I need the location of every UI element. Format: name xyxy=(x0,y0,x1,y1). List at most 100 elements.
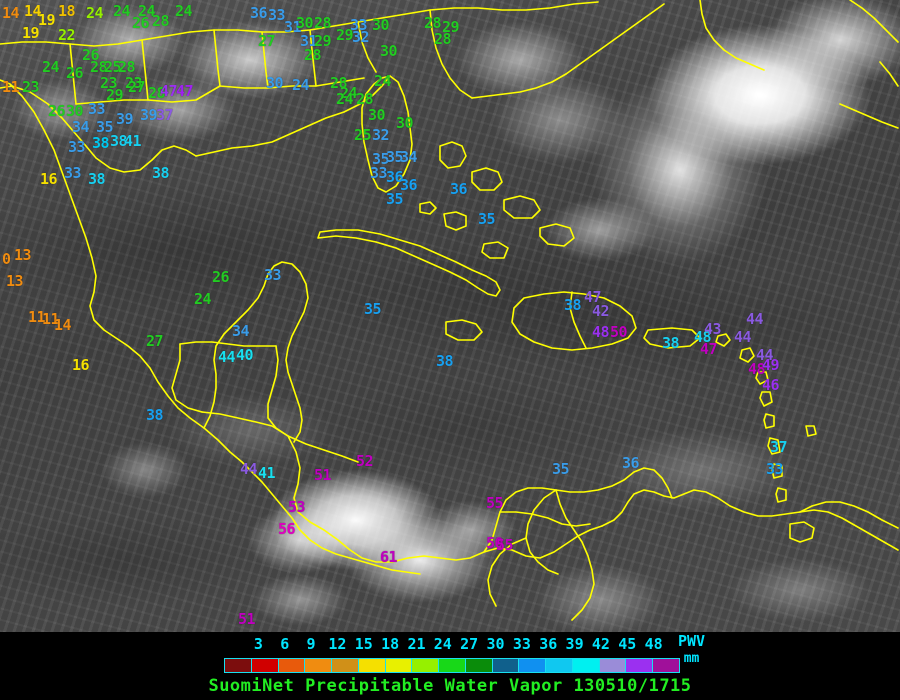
station-pwv-value: 28 xyxy=(90,58,108,76)
station-pwv-value: 33 xyxy=(370,164,388,182)
coastline-overlay xyxy=(0,0,899,621)
station-pwv-value: 24 xyxy=(42,58,60,76)
station-pwv-value: 24 xyxy=(336,90,354,108)
station-pwv-value: 36 xyxy=(400,176,418,194)
station-pwv-value: 34 xyxy=(400,148,418,166)
station-pwv-value: 27 xyxy=(128,78,146,96)
colorbar-segment-14 xyxy=(599,659,627,672)
station-pwv-value: 23 xyxy=(125,74,143,92)
station-pwv-value: 38 xyxy=(88,170,106,188)
station-pwv-value: 56 xyxy=(278,520,296,538)
colorbar-tick-21: 21 xyxy=(407,635,426,653)
station-pwv-value: 38 xyxy=(92,134,110,152)
colorbar-tick-48: 48 xyxy=(644,635,663,653)
colorbar-segment-10 xyxy=(492,659,520,672)
station-pwv-value: 48 xyxy=(694,328,712,346)
station-pwv-value: 31 xyxy=(300,32,318,50)
satellite-texture-overlay xyxy=(0,0,900,632)
station-pwv-value: 38 xyxy=(436,352,454,370)
station-pwv-value: 14 xyxy=(2,4,20,22)
station-pwv-value: 41 xyxy=(124,132,142,150)
colorbar-segment-8 xyxy=(439,659,466,672)
station-pwv-value: 50 xyxy=(486,534,504,552)
station-pwv-value: 13 xyxy=(6,272,24,290)
satellite-image-panel[interactable]: 14 14 19 19 22 18 24 24 24 26 28 24 26 24 26 28 25 28 23 23… xyxy=(0,0,900,632)
station-pwv-value: 11 xyxy=(28,308,46,326)
colorbar-segment-12 xyxy=(546,659,573,672)
station-pwv-value: 28 xyxy=(434,30,452,48)
station-pwv-value: 39 xyxy=(116,110,134,128)
colorbar-tick-3: 3 xyxy=(253,635,263,653)
station-pwv-value: 30 xyxy=(368,106,386,124)
colorbar-segment-6 xyxy=(385,659,413,672)
station-pwv-value: 30 xyxy=(66,102,84,120)
station-pwv-value: 53 xyxy=(288,498,306,516)
station-pwv-value: 36 xyxy=(250,4,268,22)
station-pwv-value: 30 xyxy=(380,42,398,60)
station-pwv-value: 47 xyxy=(700,340,718,358)
product-caption: SuomiNet Precipitable Water Vapor 130510… xyxy=(208,676,692,696)
station-pwv-value: 28 xyxy=(152,12,170,30)
colorbar-tick-27: 27 xyxy=(460,635,479,653)
station-pwv-value: 27 xyxy=(258,32,276,50)
station-pwv-value: 44 xyxy=(218,348,236,366)
station-pwv-value: 55 xyxy=(496,536,514,554)
colorbar-segment-16 xyxy=(653,659,680,672)
station-pwv-value: 35 xyxy=(552,460,570,478)
colorbar-segment-1 xyxy=(251,659,279,672)
station-pwv-value: 35 xyxy=(364,300,382,318)
station-pwv-value: 24 xyxy=(86,4,104,22)
colorbar-tick-42: 42 xyxy=(591,635,610,653)
station-pwv-value: 32 xyxy=(352,28,370,46)
colorbar-segment-5 xyxy=(358,659,386,672)
station-pwv-value: 38 xyxy=(564,296,582,314)
station-pwv-value: 35 xyxy=(386,190,404,208)
station-pwv-value: 23 xyxy=(100,74,118,92)
station-pwv-value: 39 xyxy=(140,106,158,124)
station-pwv-value: 14 xyxy=(24,2,42,20)
colorbar-segment-2 xyxy=(278,659,306,672)
station-pwv-value: 43 xyxy=(704,320,722,338)
station-pwv-value: 25 xyxy=(354,126,372,144)
station-pwv-value: 44 xyxy=(746,310,764,328)
station-pwv-value: 40 xyxy=(236,346,254,364)
station-pwv-value: 28 xyxy=(330,74,348,92)
station-pwv-value: 11 xyxy=(42,310,60,328)
station-pwv-value: 28 xyxy=(148,84,166,102)
station-pwv-value: 23 xyxy=(22,78,40,96)
station-pwv-value: 44 xyxy=(756,346,774,364)
colorbar-tick-12: 12 xyxy=(328,635,347,653)
station-pwv-value: 24 xyxy=(113,2,131,20)
station-pwv-value: 16 xyxy=(72,356,90,374)
station-pwv-value: 22 xyxy=(58,26,76,44)
station-pwv-value: 33 xyxy=(88,100,106,118)
color-scale-bar[interactable] xyxy=(224,658,680,673)
station-pwv-value: 28 xyxy=(424,14,442,32)
station-pwv-value: 36 xyxy=(622,454,640,472)
station-pwv-value: 34 xyxy=(232,322,250,340)
station-pwv-value: 38 xyxy=(110,132,128,150)
station-pwv-value: 31 xyxy=(284,18,302,36)
colorbar-tick-36: 36 xyxy=(539,635,558,653)
station-pwv-value: 28 xyxy=(118,58,136,76)
colorbar-tick-9: 9 xyxy=(306,635,316,653)
colorbar-segment-9 xyxy=(465,659,493,672)
station-pwv-value: 24 xyxy=(175,2,193,20)
station-pwv-value: 33 xyxy=(268,6,286,24)
colorbar-tick-30: 30 xyxy=(486,635,505,653)
colorbar-segment-3 xyxy=(305,659,333,672)
station-pwv-value: 28 xyxy=(314,14,332,32)
colorbar-tick-33: 33 xyxy=(512,635,531,653)
station-pwv-value: 26 xyxy=(82,46,100,64)
colorbar-segment-4 xyxy=(332,659,359,672)
colorbar-segment-15 xyxy=(626,659,654,672)
colorbar-segment-13 xyxy=(572,659,600,672)
colorbar-tick-45: 45 xyxy=(618,635,637,653)
legend-panel: 3 6 9 12 15 18 21 24 27 30 33 36 39 42 45 48 PWV mm Suo… xyxy=(0,632,900,700)
station-pwv-value: 19 xyxy=(22,24,40,42)
station-pwv-value: 33 xyxy=(350,16,368,34)
pwv-units-text: mm xyxy=(683,651,700,666)
station-pwv-value: 47 xyxy=(176,82,194,100)
station-pwv-value: 51 xyxy=(314,466,332,484)
station-pwv-value: 28 xyxy=(356,90,374,108)
